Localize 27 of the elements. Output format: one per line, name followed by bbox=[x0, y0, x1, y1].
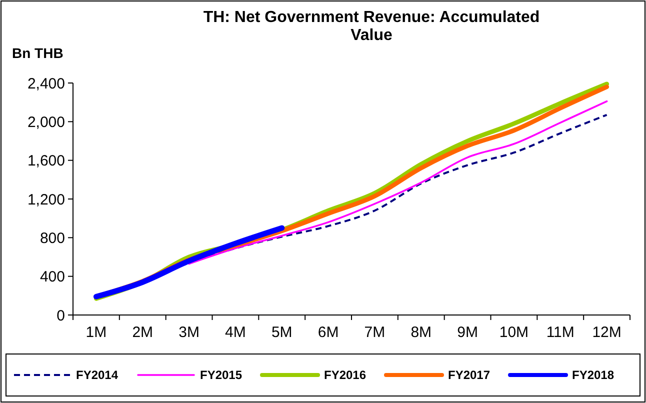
legend-label: FY2016 bbox=[324, 368, 366, 382]
y-tick-label: 2,000 bbox=[27, 114, 65, 131]
x-tick-label: 8M bbox=[410, 324, 432, 341]
y-tick-label: 2,400 bbox=[27, 75, 65, 92]
x-tick-label: 12M bbox=[592, 324, 622, 341]
chart-title: TH: Net Government Revenue: Accumulated Value bbox=[203, 9, 540, 44]
y-tick-label: 0 bbox=[56, 307, 65, 324]
legend-label: FY2018 bbox=[572, 368, 614, 382]
y-tick-label: 1,600 bbox=[27, 152, 65, 170]
x-tick-label: 1M bbox=[86, 324, 107, 341]
x-tick-label: 5M bbox=[271, 324, 292, 341]
y-tick-label: 1,200 bbox=[27, 191, 65, 208]
x-tick-label: 3M bbox=[178, 324, 200, 341]
x-tick-label: 6M bbox=[318, 324, 339, 341]
legend-label: FY2015 bbox=[200, 368, 242, 382]
x-tick-label: 10M bbox=[499, 324, 529, 341]
y-axis-title: Bn THB bbox=[12, 45, 64, 61]
x-tick-label: 2M bbox=[132, 324, 154, 341]
y-tick-label: 800 bbox=[40, 230, 65, 247]
x-tick-label: 7M bbox=[364, 324, 386, 341]
legend-label: FY2017 bbox=[448, 368, 490, 382]
legend-label: FY2014 bbox=[76, 368, 118, 382]
x-tick-label: 9M bbox=[457, 324, 478, 341]
x-tick-label: 11M bbox=[546, 324, 574, 341]
x-tick-label: 4M bbox=[225, 324, 246, 341]
y-tick-label: 400 bbox=[40, 268, 65, 286]
line-series bbox=[188, 100, 608, 265]
